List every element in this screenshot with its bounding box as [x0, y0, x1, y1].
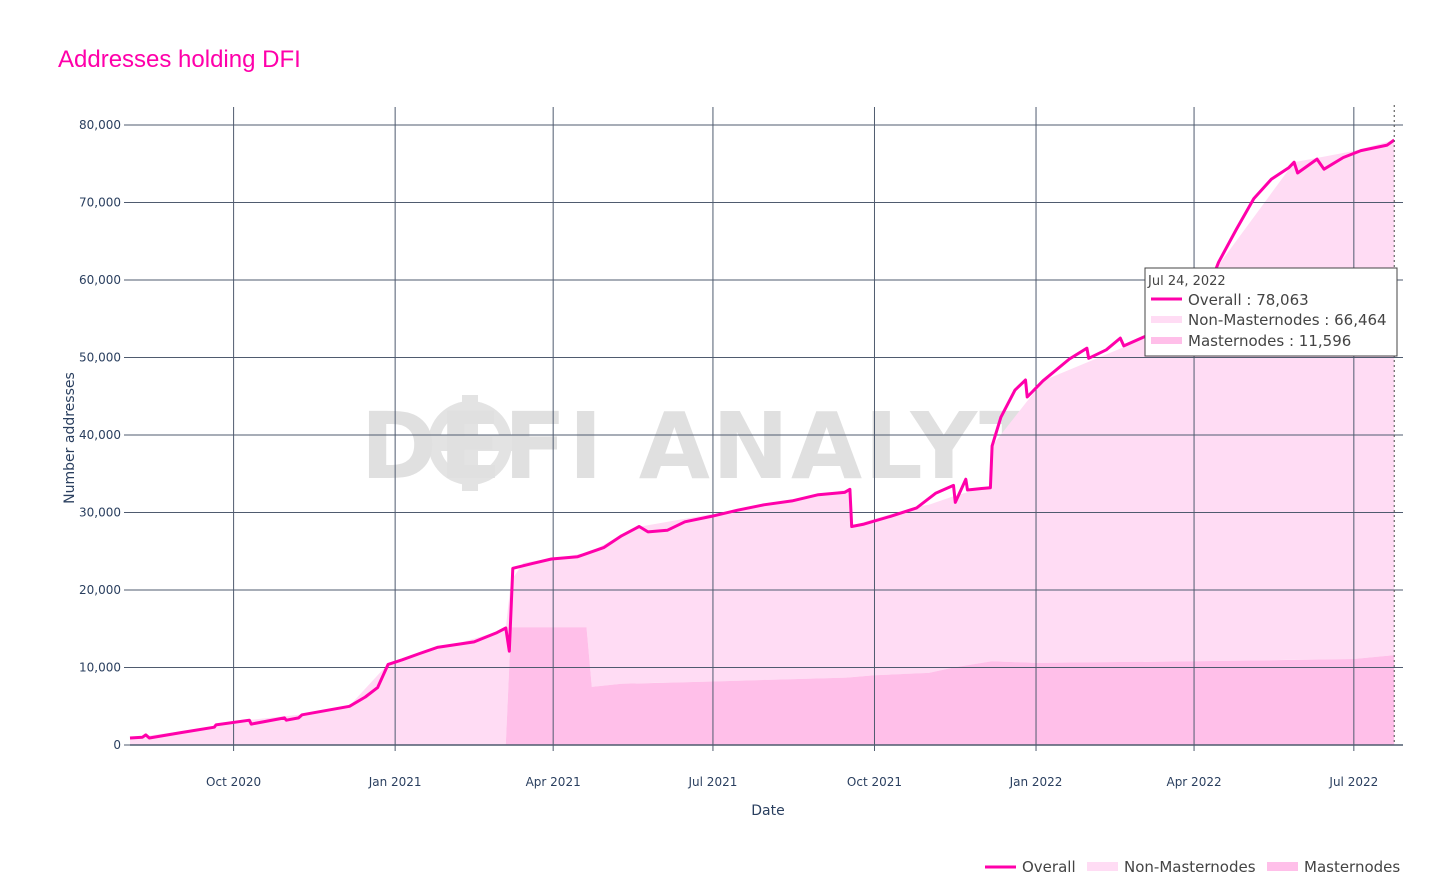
tooltip-row-masternodes: Masternodes : 11,596 — [1188, 332, 1351, 350]
y-tick-label: 30,000 — [79, 506, 121, 520]
y-axis-title: Number addresses — [62, 372, 78, 504]
y-tick-label: 60,000 — [79, 273, 121, 287]
legend-swatch-nonmasternodes — [1087, 862, 1118, 871]
x-tick-label: Oct 2020 — [206, 775, 261, 789]
x-tick-label: Jul 2022 — [1328, 775, 1378, 789]
y-tick-label: 20,000 — [79, 583, 121, 597]
tooltip-row-overall: Overall : 78,063 — [1188, 291, 1309, 309]
x-tick-label: Jan 2022 — [1009, 775, 1063, 789]
x-tick-label: Jul 2021 — [688, 775, 738, 789]
legend-item-nonmasternodes[interactable]: Non-Masternodes — [1087, 858, 1256, 876]
hover-tooltip: Jul 24, 2022 Overall : 78,063 Non-Master… — [1144, 267, 1398, 357]
area-masternodes — [130, 627, 1395, 745]
legend-label-nonmasternodes: Non-Masternodes — [1124, 858, 1256, 876]
legend-label-overall: Overall — [1022, 858, 1076, 876]
legend-swatch-masternodes — [1267, 862, 1298, 871]
x-tick-label: Apr 2022 — [1166, 775, 1221, 789]
x-tick-label: Apr 2021 — [526, 775, 581, 789]
y-tick-label: 80,000 — [79, 118, 121, 132]
y-tick-label: 50,000 — [79, 351, 121, 365]
y-tick-label: 40,000 — [79, 428, 121, 442]
y-tick-label: 10,000 — [79, 661, 121, 675]
chart-title: Addresses holding DFI — [58, 46, 301, 73]
area-nonmasternodes — [130, 140, 1395, 745]
defichain-logo-icon — [426, 395, 514, 491]
x-tick-label: Jan 2021 — [368, 775, 422, 789]
legend-item-overall[interactable]: Overall — [985, 858, 1076, 876]
tooltip-row-nonmasternodes: Non-Masternodes : 66,464 — [1188, 311, 1387, 329]
x-tick-label: Oct 2021 — [847, 775, 902, 789]
y-tick-label: 70,000 — [79, 196, 121, 210]
tooltip-swatch-masternodes — [1151, 337, 1182, 344]
legend: Overall Non-Masternodes Masternodes — [985, 858, 1400, 876]
x-axis-title: Date — [751, 803, 784, 819]
tooltip-box — [1144, 267, 1398, 357]
legend-label-masternodes: Masternodes — [1304, 858, 1400, 876]
tooltip-date: Jul 24, 2022 — [1147, 274, 1226, 289]
y-tick-label: 0 — [113, 738, 121, 752]
legend-item-masternodes[interactable]: Masternodes — [1267, 858, 1400, 876]
tooltip-swatch-nonmasternodes — [1151, 316, 1182, 323]
